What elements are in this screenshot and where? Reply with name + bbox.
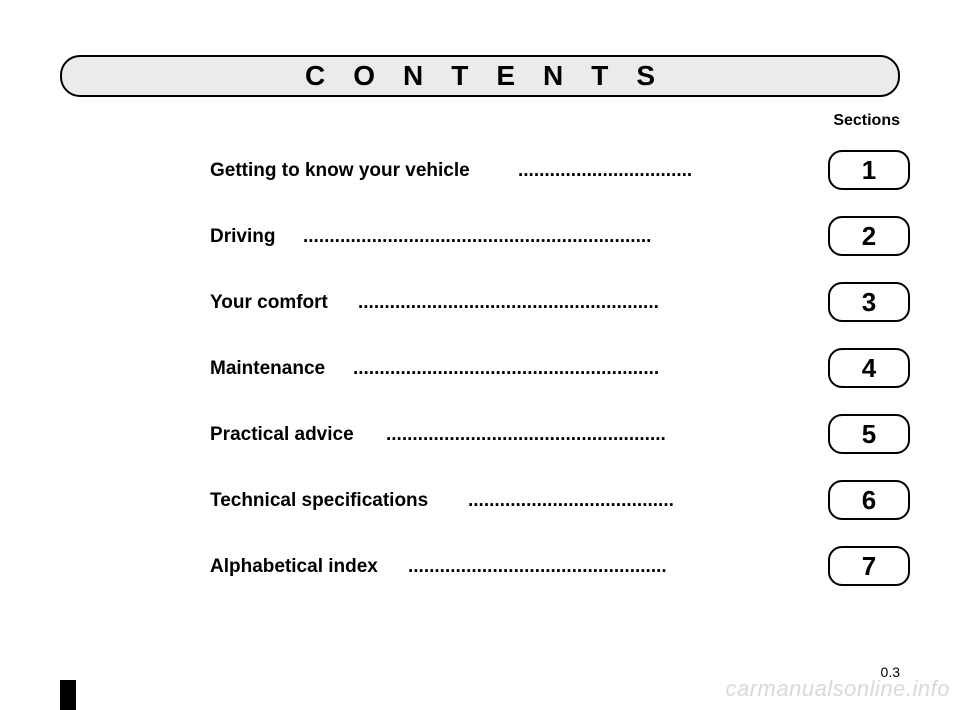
section-tab: 2 — [828, 216, 910, 256]
section-tab: 1 — [828, 150, 910, 190]
section-tab: 3 — [828, 282, 910, 322]
table-of-contents: Getting to know your vehicle............… — [210, 150, 910, 612]
toc-leader-dots: ........................................… — [303, 226, 780, 248]
toc-label: Technical specifications — [210, 490, 428, 512]
toc-label: Your comfort — [210, 292, 328, 314]
toc-label: Practical advice — [210, 424, 354, 446]
section-tab: 6 — [828, 480, 910, 520]
toc-row: Your comfort............................… — [210, 282, 910, 348]
corner-mark-icon — [60, 680, 76, 710]
toc-leader-dots: ........................................… — [386, 424, 780, 446]
watermark-text: carmanualsonline.info — [725, 676, 950, 702]
toc-row: Driving.................................… — [210, 216, 910, 282]
section-tab: 5 — [828, 414, 910, 454]
toc-label: Alphabetical index — [210, 556, 378, 578]
section-tab: 4 — [828, 348, 910, 388]
toc-row: Alphabetical index......................… — [210, 546, 910, 612]
toc-leader-dots: ....................................... — [468, 490, 780, 512]
toc-row: Maintenance.............................… — [210, 348, 910, 414]
section-tab: 7 — [828, 546, 910, 586]
contents-title-bar: CONTENTS — [60, 55, 900, 97]
toc-label: Getting to know your vehicle — [210, 160, 470, 182]
toc-leader-dots: ........................................… — [353, 358, 780, 380]
toc-row: Technical specifications................… — [210, 480, 910, 546]
toc-label: Maintenance — [210, 358, 325, 380]
contents-title-text: CONTENTS — [305, 60, 683, 91]
toc-row: Getting to know your vehicle............… — [210, 150, 910, 216]
manual-page: CONTENTS Sections Getting to know your v… — [0, 0, 960, 710]
toc-label: Driving — [210, 226, 275, 248]
sections-heading: Sections — [833, 112, 900, 130]
toc-row: Practical advice........................… — [210, 414, 910, 480]
toc-leader-dots: ........................................… — [408, 556, 780, 578]
toc-leader-dots: ........................................… — [358, 292, 780, 314]
toc-leader-dots: ................................. — [518, 160, 780, 182]
